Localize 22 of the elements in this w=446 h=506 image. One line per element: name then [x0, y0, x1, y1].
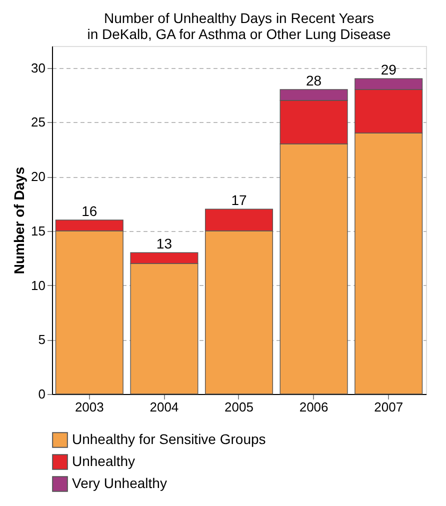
x-tick-label: 2006: [299, 400, 328, 414]
y-tick-label: 0: [38, 386, 46, 402]
x-tick-label: 2005: [224, 400, 254, 414]
total-label: 17: [231, 192, 247, 208]
y-tick-label: 25: [31, 114, 46, 130]
x-tick-label: 2003: [74, 400, 104, 414]
total-label: 13: [156, 236, 172, 252]
y-tick-label: 20: [31, 169, 46, 184]
legend-label: Very Unhealthy: [72, 475, 167, 491]
y-tick-label: 5: [38, 332, 46, 348]
y-tick-label: 30: [31, 60, 46, 76]
legend-label: Unhealthy: [72, 453, 136, 469]
legend-label: Unhealthy for Sensitive Groups: [72, 431, 266, 447]
x-tick-label: 2004: [150, 400, 179, 414]
y-tick-label: 10: [31, 278, 46, 293]
x-tick-label: 2007: [374, 400, 404, 414]
total-label: 16: [82, 203, 98, 219]
total-label: 29: [380, 62, 397, 78]
chart-title: Number of Unhealthy Days in Recent Years in DeKalb, GA for Asthma or Other Lung Disease: [87, 10, 391, 42]
total-label: 28: [306, 72, 322, 88]
y-tick-label: 15: [31, 223, 46, 238]
y-axis-title: Number of Days: [11, 166, 28, 274]
